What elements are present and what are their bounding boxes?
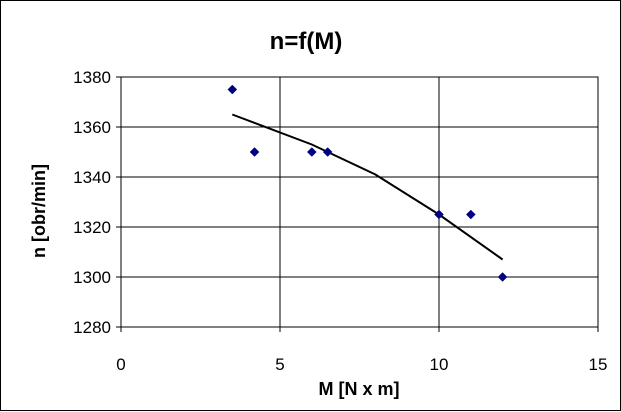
y-tick-label: 1360 (73, 118, 111, 137)
x-tick-label: 10 (430, 355, 449, 374)
data-point (322, 147, 333, 157)
data-point (497, 272, 508, 282)
y-tick-label: 1280 (73, 318, 111, 337)
data-point (306, 147, 317, 157)
trendline-layer (231, 113, 504, 261)
y-tick-label: 1320 (73, 218, 111, 237)
y-axis-label: n [obr/min] (29, 164, 49, 258)
x-tick-label: 15 (589, 355, 608, 374)
y-tick-label: 1300 (73, 268, 111, 287)
x-tick-label: 0 (116, 355, 125, 374)
plot-area (120, 76, 599, 328)
data-point (434, 209, 444, 220)
trendline (231, 113, 504, 261)
chart-title: n=f(M) (270, 28, 343, 55)
x-axis-label: M [N x m] (319, 379, 400, 399)
y-tick-label: 1380 (73, 68, 111, 87)
x-tick-label: 5 (275, 355, 284, 374)
data-point (227, 84, 238, 95)
data-point (249, 147, 260, 157)
axis-ticks: 1280 1300 1320 1340 1360 1380 0 5 10 15 (73, 68, 607, 374)
data-points (227, 84, 508, 282)
y-tick-label: 1340 (73, 168, 111, 187)
gridlines (120, 76, 599, 328)
data-point (465, 209, 476, 220)
